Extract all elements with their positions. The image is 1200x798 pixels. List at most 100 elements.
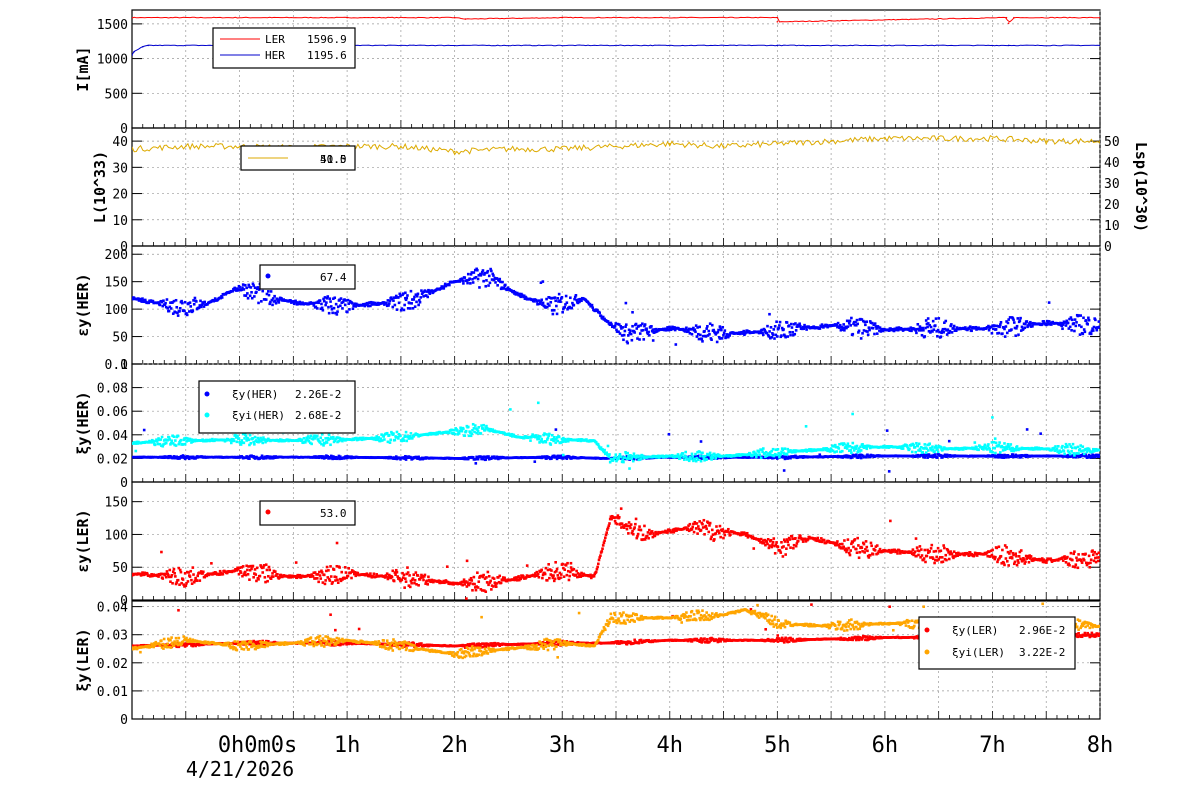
data-point: [253, 443, 256, 446]
data-point: [341, 439, 344, 443]
data-point: [487, 455, 490, 458]
data-point: [1077, 452, 1080, 455]
data-point: [580, 299, 583, 303]
data-point: [471, 422, 475, 426]
data-point: [610, 457, 613, 461]
data-point: [764, 455, 767, 458]
data-point: [608, 323, 612, 327]
data-point: [643, 324, 646, 328]
data-point: [555, 436, 559, 439]
data-point: [397, 301, 401, 305]
data-point: [468, 277, 471, 281]
data-point: [535, 435, 539, 439]
data-point: [249, 286, 253, 289]
data-point: [1010, 328, 1013, 331]
data-point: [849, 324, 852, 327]
data-point: [317, 301, 320, 305]
data-point: [926, 449, 930, 452]
data-point: [1017, 454, 1021, 458]
data-point: [861, 443, 864, 446]
data-point: [562, 307, 565, 311]
data-point: [169, 580, 172, 583]
outlier-point: [991, 416, 994, 419]
data-point: [199, 305, 203, 309]
data-point: [426, 295, 430, 299]
data-point: [176, 311, 179, 315]
data-point: [313, 301, 316, 305]
data-point: [253, 295, 256, 298]
data-point: [1002, 456, 1006, 459]
data-point: [175, 581, 179, 584]
outlier-point: [768, 312, 771, 316]
y-tick-label: 0.02: [97, 452, 128, 467]
data-point: [626, 341, 629, 345]
data-point: [171, 456, 175, 460]
data-point: [178, 309, 181, 313]
data-point: [539, 439, 543, 443]
data-point: [712, 328, 715, 332]
data-point: [344, 456, 348, 460]
data-point: [235, 287, 239, 290]
data-point: [840, 449, 844, 453]
data-point: [297, 302, 301, 306]
data-point: [846, 442, 850, 446]
legend-value: 2.26E-2: [295, 388, 341, 401]
data-point: [136, 297, 140, 300]
data-point: [570, 306, 574, 310]
data-point: [789, 322, 793, 326]
data-point: [176, 434, 180, 438]
data-point: [333, 439, 337, 443]
data-point: [495, 277, 499, 280]
data-point: [195, 300, 198, 303]
data-point: [921, 450, 924, 454]
data-point: [476, 456, 479, 459]
data-point: [166, 306, 169, 310]
data-point: [785, 455, 788, 458]
data-point: [1077, 314, 1080, 317]
data-point: [829, 447, 833, 450]
data-point: [1071, 442, 1075, 446]
data-point: [839, 328, 843, 332]
data-point: [510, 432, 513, 436]
data-point: [845, 455, 848, 459]
data-point: [163, 442, 167, 445]
data-point: [830, 140, 832, 142]
data-point: [701, 454, 705, 458]
data-point: [1091, 447, 1095, 451]
data-point: [241, 283, 245, 286]
data-point: [994, 441, 998, 445]
data-point: [606, 453, 610, 457]
data-point: [408, 436, 411, 440]
data-point: [394, 436, 398, 439]
data-point: [998, 441, 1001, 444]
data-point: [327, 438, 330, 442]
outlier-point: [474, 462, 478, 465]
data-point: [851, 332, 855, 336]
data-point: [635, 327, 639, 330]
data-point: [462, 427, 465, 431]
data-point: [550, 433, 554, 437]
data-point: [786, 447, 790, 451]
y-axis-label: I[mA]: [74, 46, 92, 91]
data-point: [708, 322, 712, 325]
data-point: [859, 445, 862, 449]
data-point: [268, 456, 272, 460]
data-point: [315, 301, 318, 304]
data-point: [483, 428, 487, 432]
outlier-point: [134, 449, 138, 453]
data-point: [249, 441, 253, 445]
data-point: [463, 276, 467, 279]
data-point: [365, 301, 369, 305]
data-point: [163, 303, 167, 306]
data-point: [692, 459, 695, 463]
data-point: [270, 298, 274, 302]
data-point: [924, 451, 928, 454]
data-point: [935, 448, 938, 452]
data-point: [620, 327, 623, 330]
data-point: [171, 434, 174, 438]
data-point: [840, 442, 843, 445]
data-point: [425, 290, 429, 293]
data-point: [1011, 447, 1015, 450]
data-point: [366, 304, 370, 308]
